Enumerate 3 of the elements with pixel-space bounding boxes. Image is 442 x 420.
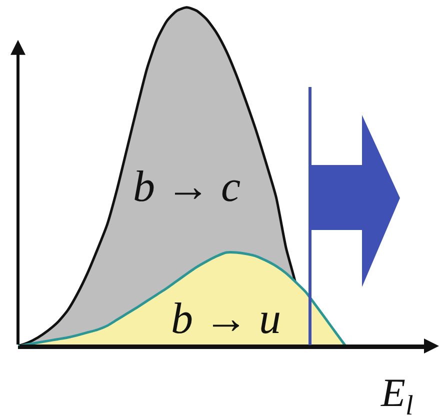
series-label: b → u: [171, 294, 281, 343]
x-axis-title: E$_{l}$: [380, 370, 414, 420]
series-label: b → c: [133, 162, 241, 211]
